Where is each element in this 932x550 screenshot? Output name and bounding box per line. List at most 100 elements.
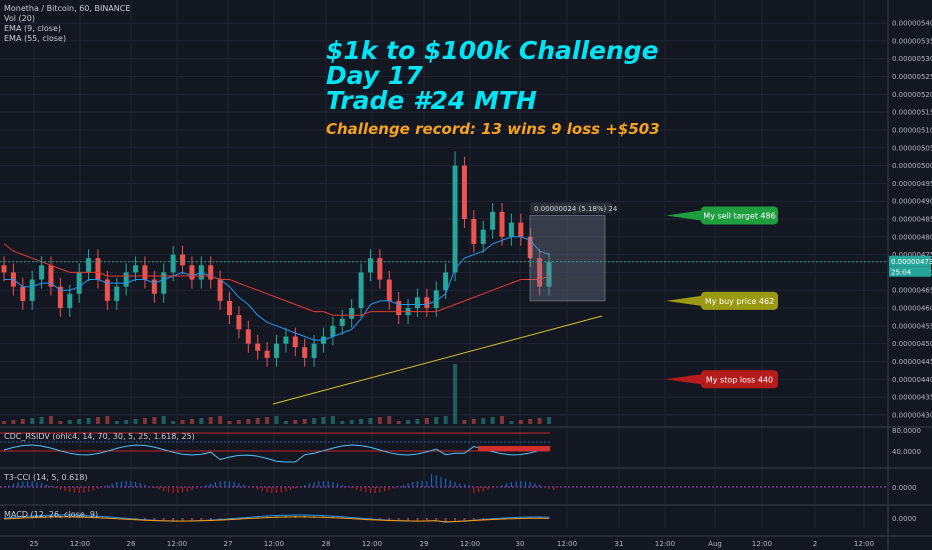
time-tick-label: 31 [615,540,624,548]
candle-body [508,222,514,237]
time-tick-label: 12:00 [70,540,90,548]
candle-body [358,272,364,309]
callout-pointer [666,210,701,221]
candle-body [367,258,373,273]
grid-lines [0,0,887,528]
candle-body [264,350,270,358]
candle-body [396,300,402,316]
time-tick-label: 30 [516,540,525,548]
price-tick-label: 0.00000525 [892,73,932,81]
trend-line [272,315,603,405]
current-price-text: 0.00000473 [891,258,932,266]
rsi-line [3,444,550,463]
ema-slow-line [3,243,550,316]
ema-slow-label[interactable]: EMA (55, close) [4,34,67,43]
price-tick-label: 0.00000510 [892,126,932,134]
candle-body [180,254,186,266]
volume-bar [415,419,420,424]
candle-body [330,325,336,337]
time-tick-label: 12:00 [752,540,772,548]
candle-body [480,229,486,244]
rsi-lower-label: 40.0000 [892,448,921,456]
volume-bar [462,420,467,424]
vol-label[interactable]: Vol (20) [4,14,35,23]
callout-pointer [666,295,701,306]
candle-body [208,265,214,280]
candle-body [104,279,110,301]
time-tick-label: 2 [813,540,817,548]
time-tick-label: 25 [30,540,39,548]
volume-bar [349,420,354,424]
volume-bar [30,418,35,424]
candle-body [95,258,101,280]
candles [1,151,552,424]
candle-body [151,279,157,294]
volume-bar [471,419,476,424]
time-tick-label: Aug [708,540,722,548]
volume-bar [528,419,533,424]
symbol-label[interactable]: Monetha / Bitcoin, 60, BINANCE [4,4,131,13]
volume-bar [481,418,486,424]
volume-bar [39,417,44,424]
volume-bar [340,421,345,424]
candle-body [339,318,345,326]
volume-bar [377,417,382,424]
volume-bar [330,416,335,424]
macd-pane [3,514,550,523]
price-tick-label: 0.00000520 [892,91,932,99]
volume-bar [547,417,551,424]
time-tick-label: 12:00 [264,540,284,548]
ema-fast-line [4,236,550,341]
candle-body [114,286,120,301]
time-tick-label: 12:00 [460,540,480,548]
volume-bar [236,420,241,424]
volume-bar [142,418,147,424]
cci-pane [0,474,887,493]
price-tick-label: 0.00000480 [892,233,932,241]
candle-body [414,297,420,309]
price-tick-label: 0.00000450 [892,340,932,348]
price-tick-label: 0.00000445 [892,358,932,366]
volume-bar [453,364,458,424]
volume-bar [518,420,523,424]
time-tick-label: 12:00 [362,540,382,548]
candle-body [67,293,73,309]
volume-bar [283,421,288,424]
time-tick-label: 28 [322,540,331,548]
volume-bar [11,420,16,424]
time-tick-label: 27 [224,540,233,548]
candle-body [133,265,139,273]
volume-bar [312,418,317,424]
volume-bar [152,417,157,424]
candle-body [546,261,552,287]
ema-fast-label[interactable]: EMA (9, close) [4,24,61,33]
candle-body [386,279,392,301]
time-tick-label: 12:00 [557,540,577,548]
macd-indicator-label[interactable]: MACD (12, 26, close, 9) [4,510,99,519]
time-tick-label: 12:00 [854,540,874,548]
candle-body [39,265,45,280]
volume-bar [161,416,166,424]
candle-body [311,343,317,358]
cci-indicator-label[interactable]: T3-CCI (14, 5, 0.618) [4,473,88,482]
price-tick-label: 0.00000540 [892,20,932,28]
price-tick-label: 0.00000515 [892,109,932,117]
volume-bar [443,416,448,424]
candle-body [123,272,129,287]
volume-bar [368,418,373,424]
candle-body [499,211,505,237]
volume-bar [124,420,129,424]
rsi-indicator-label[interactable]: CDC_RSIDV (ohlc4, 14, 70, 30, 5, 25, 1.6… [4,432,195,441]
measure-label-bg [530,202,612,214]
sell-target-note: My sell target 486 [666,206,778,225]
candle-body [48,265,54,287]
price-tick-label: 0.00000505 [892,144,932,152]
price-tick-label: 0.00000455 [892,322,932,330]
price-tick-label: 0.00000500 [892,162,932,170]
volume-bar [387,416,392,424]
candle-body [443,272,449,291]
callout-box [701,291,778,310]
candle-body [292,336,298,348]
candle-body [245,329,251,344]
